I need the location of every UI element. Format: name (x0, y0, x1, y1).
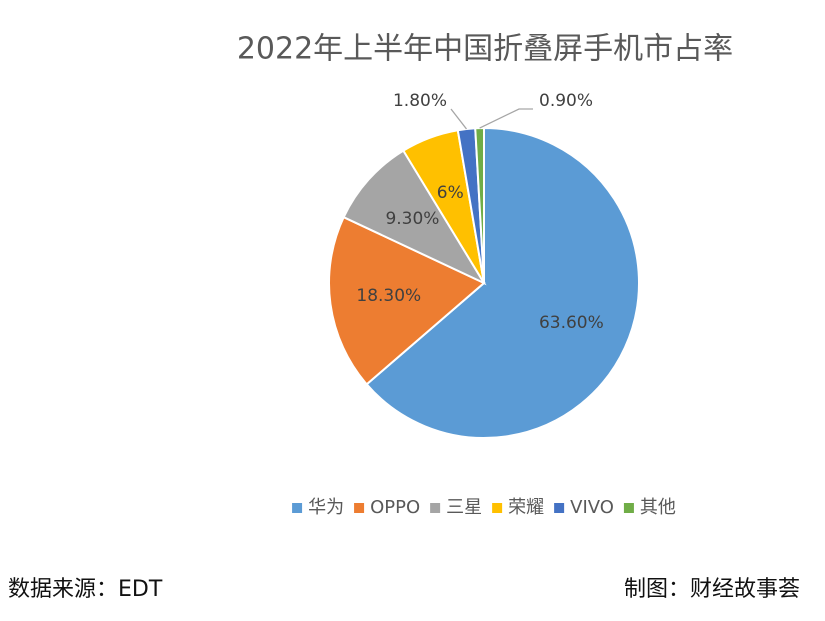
legend-swatch (623, 503, 634, 513)
data-label: 9.30% (385, 209, 439, 229)
legend-swatch (554, 503, 565, 513)
credit-note: 制图：财经故事荟 (624, 577, 800, 602)
legend-swatch (492, 503, 503, 513)
data-label: 0.90% (539, 91, 593, 111)
legend-label: 三星 (446, 497, 482, 518)
data-label: 6% (437, 183, 464, 203)
data-label: 18.30% (356, 286, 421, 306)
data-label: 1.80% (393, 91, 447, 111)
legend-label: OPPO (370, 497, 420, 518)
legend-label: 荣耀 (508, 497, 544, 518)
legend-label: 华为 (308, 497, 344, 518)
leader-line (479, 108, 533, 129)
legend-label: VIVO (570, 497, 614, 518)
data-label: 63.60% (539, 313, 604, 333)
chart-title: 2022年上半年中国折叠屏手机市占率 (237, 32, 733, 67)
legend-swatch (430, 503, 441, 513)
legend-label: 其他 (640, 497, 676, 518)
source-note: 数据来源：EDT (8, 577, 163, 602)
legend-swatch (292, 503, 303, 513)
pie-slice (365, 126, 640, 439)
pie-slice (328, 215, 486, 386)
pie-slice (342, 149, 487, 286)
legend-swatch (354, 503, 365, 513)
leader-line (450, 108, 468, 130)
